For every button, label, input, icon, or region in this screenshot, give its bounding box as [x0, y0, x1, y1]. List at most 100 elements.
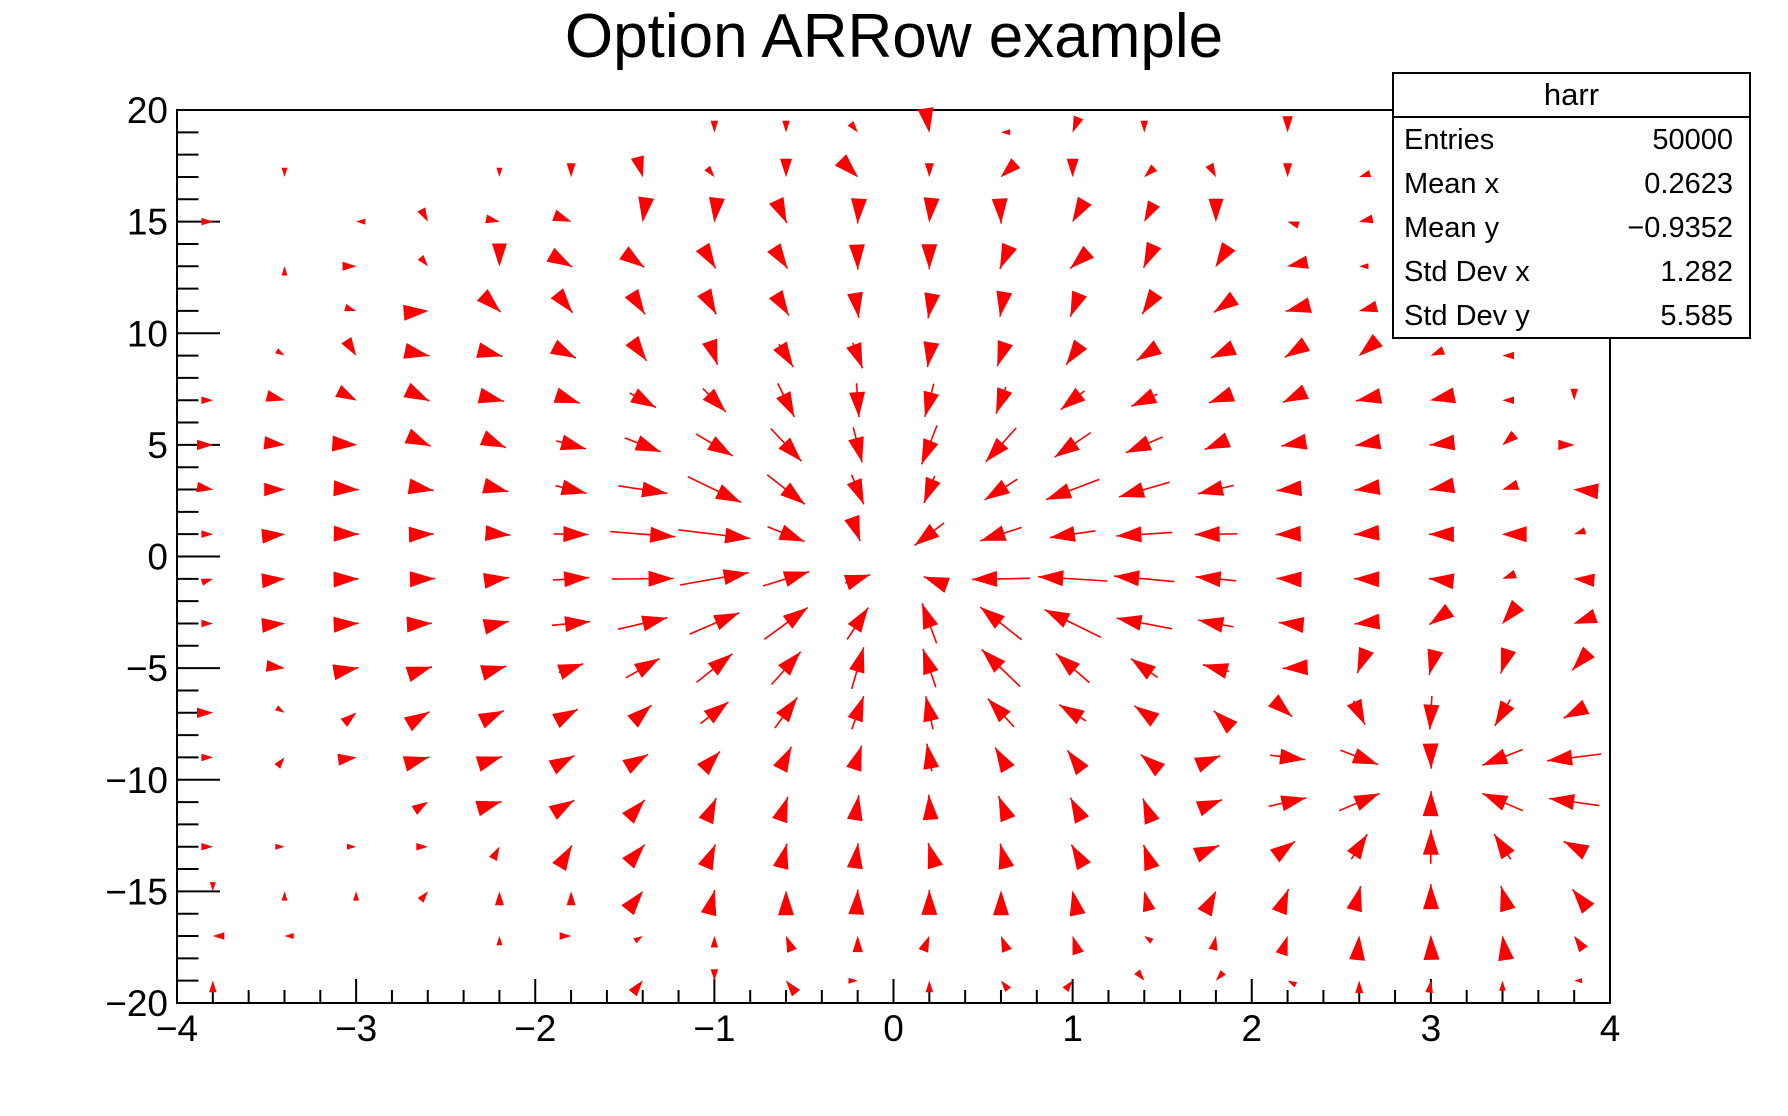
arrow — [1140, 120, 1148, 133]
x-tick-label: −3 — [335, 1008, 377, 1049]
arrow — [1210, 340, 1237, 359]
arrow — [1427, 648, 1444, 675]
arrow — [274, 757, 285, 769]
arrow — [1268, 694, 1293, 718]
arrow — [333, 571, 359, 588]
arrow — [1574, 527, 1587, 535]
arrow — [407, 478, 434, 495]
arrow — [987, 698, 1015, 728]
arrow — [1286, 255, 1309, 269]
arrow — [496, 167, 503, 177]
arrow — [404, 428, 431, 447]
arrow — [403, 382, 430, 402]
arrow — [710, 969, 719, 981]
arrow — [1502, 569, 1517, 579]
arrow — [704, 165, 715, 178]
arrow — [996, 340, 1013, 367]
arrow — [1340, 748, 1379, 766]
arrow — [785, 935, 797, 953]
arrow — [1422, 791, 1439, 817]
arrow — [849, 647, 865, 690]
arrow — [1144, 936, 1154, 944]
arrow — [770, 427, 802, 462]
arrow — [416, 843, 428, 851]
arrow — [201, 396, 213, 404]
arrow — [1140, 753, 1166, 777]
arrow — [411, 801, 429, 815]
arrow — [1356, 646, 1374, 674]
arrow — [1202, 663, 1230, 679]
arrow — [548, 799, 575, 820]
arrow — [702, 387, 727, 413]
arrow — [1358, 334, 1383, 357]
arrow — [780, 158, 792, 178]
arrow — [846, 745, 863, 772]
arrow — [1204, 432, 1231, 451]
arrow — [403, 304, 429, 321]
stats-label: Std Dev y — [1404, 299, 1530, 332]
arrow — [852, 935, 863, 953]
arrow — [1428, 603, 1455, 626]
arrow — [846, 843, 863, 870]
arrow — [353, 891, 360, 901]
arrow — [1142, 241, 1162, 269]
arrow — [1208, 198, 1224, 223]
y-tick-label: −5 — [126, 648, 168, 689]
arrow — [1574, 978, 1583, 984]
arrow — [1500, 885, 1516, 913]
arrow — [1213, 291, 1239, 314]
arrow — [1195, 571, 1237, 588]
arrow — [1547, 749, 1602, 766]
arrow — [492, 243, 507, 267]
arrow — [918, 935, 930, 953]
arrow — [984, 478, 1018, 501]
arrow — [847, 121, 858, 133]
arrow — [482, 477, 509, 494]
arrow — [1197, 480, 1234, 496]
arrow — [1136, 340, 1162, 362]
x-tick-label: 1 — [1062, 1008, 1083, 1049]
arrow — [689, 612, 740, 635]
arrow — [1425, 980, 1433, 994]
arrow — [333, 480, 359, 497]
arrow — [994, 747, 1015, 774]
arrow — [762, 570, 810, 587]
y-tick-label: −10 — [105, 760, 168, 801]
arrow — [846, 474, 865, 505]
arrow — [1354, 613, 1381, 630]
arrow — [1275, 525, 1301, 542]
arrow — [1069, 245, 1095, 270]
arrow — [1134, 969, 1145, 981]
arrow — [346, 843, 357, 850]
arrow — [774, 697, 798, 729]
arrow — [333, 616, 359, 633]
arrow — [922, 648, 939, 688]
arrow — [1502, 396, 1514, 404]
arrow — [1423, 934, 1440, 960]
arrow — [265, 660, 285, 672]
stats-label: Mean y — [1404, 211, 1500, 244]
arrow — [403, 711, 430, 732]
arrow — [1045, 478, 1100, 501]
stats-title: harr — [1394, 74, 1749, 118]
arrow — [687, 475, 742, 504]
arrow — [333, 525, 359, 542]
arrow — [923, 696, 939, 730]
arrow — [1359, 170, 1372, 178]
arrow — [197, 439, 214, 451]
arrow — [552, 844, 573, 871]
arrow — [846, 342, 864, 369]
arrow — [332, 664, 359, 681]
stats-box[interactable]: harr Entries 50000 Mean x 0.2623 Mean y … — [1392, 72, 1751, 339]
arrow — [776, 383, 796, 418]
arrow — [1049, 526, 1096, 542]
arrow — [1282, 659, 1308, 676]
arrow — [923, 383, 940, 418]
arrow — [998, 843, 1015, 870]
arrow — [921, 889, 938, 915]
arrow — [924, 292, 941, 319]
arrow — [281, 891, 288, 901]
arrow — [772, 843, 789, 870]
arrow — [1142, 891, 1156, 913]
